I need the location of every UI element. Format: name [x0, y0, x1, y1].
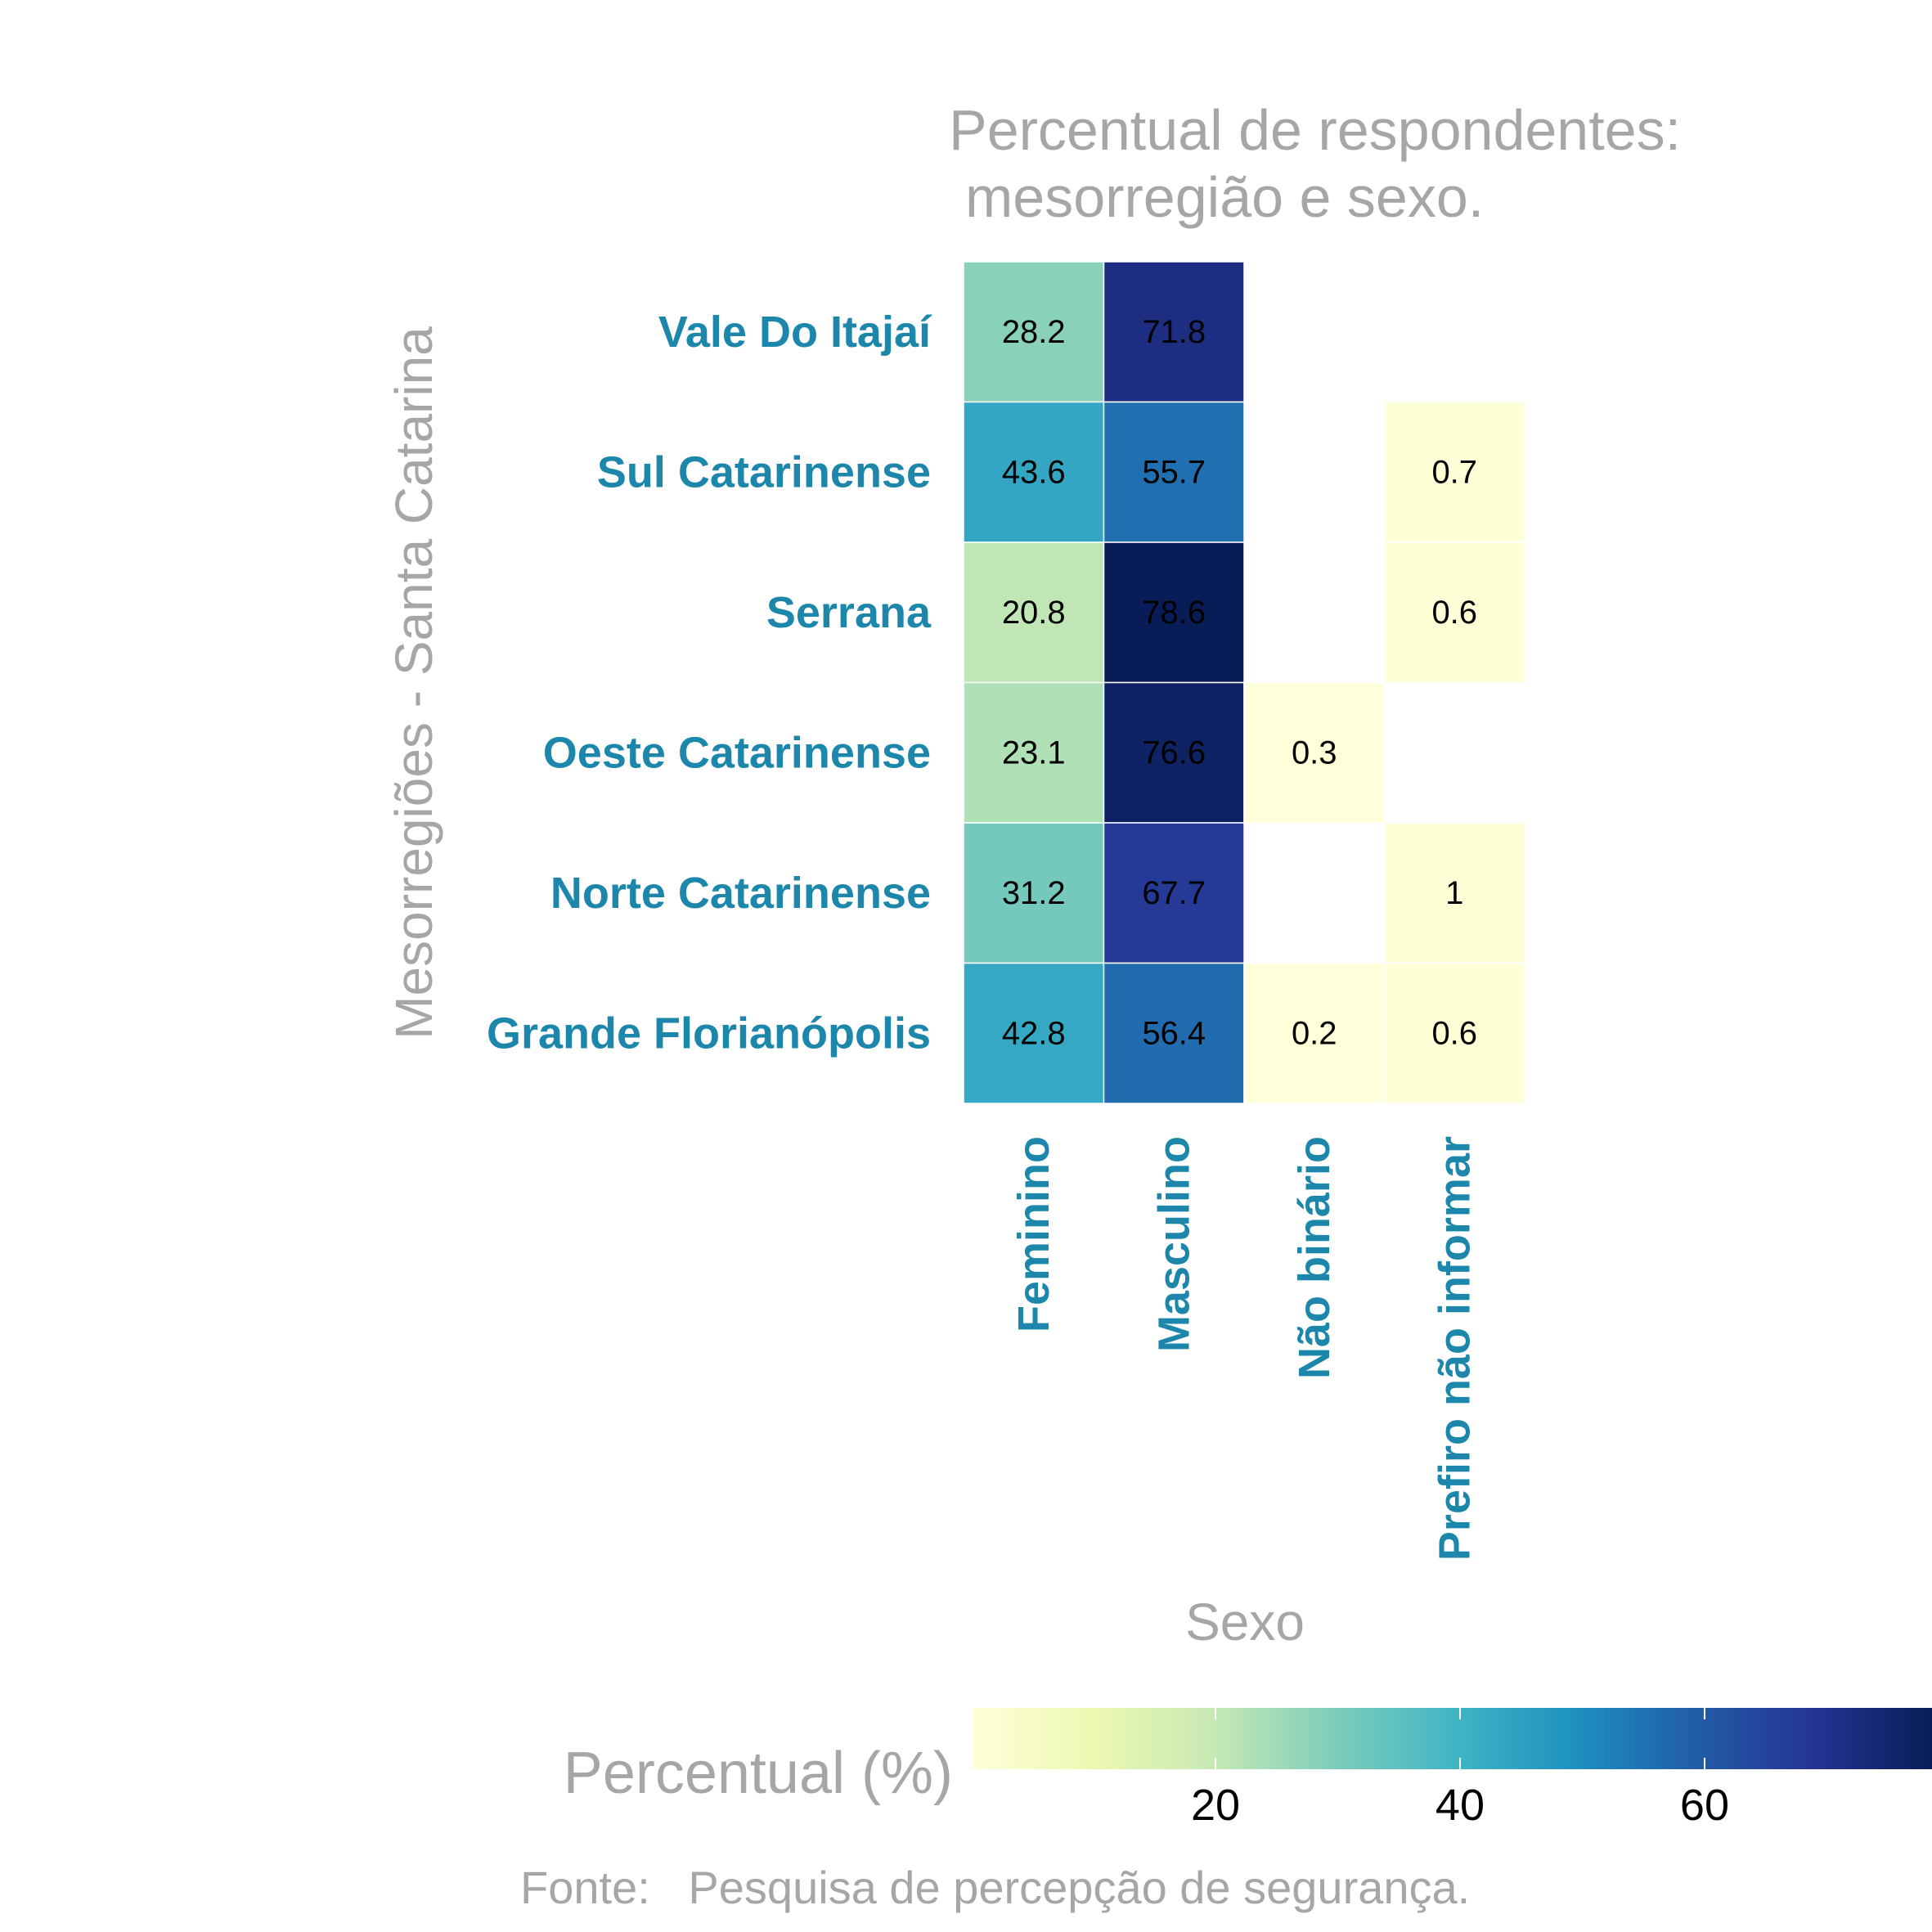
cell-label-sul-catarinense-feminino: 43.6 [1002, 454, 1066, 490]
chart-title: Percentual de respondentes: [949, 98, 1681, 162]
cell-label-oeste-catarinense-masculino: 76.6 [1142, 735, 1206, 771]
cell-grande-florianopolis-prefiro-nao-informar [1383, 962, 1525, 1104]
cell-label-sul-catarinense-prefiro-nao-informar: 0.7 [1431, 454, 1477, 490]
cell-norte-catarinense-prefiro-nao-informar [1383, 822, 1525, 964]
cell-label-grande-florianopolis-masculino: 56.4 [1142, 1015, 1206, 1051]
cell-serrana-feminino [963, 541, 1105, 684]
cell-label-norte-catarinense-prefiro-nao-informar: 1 [1445, 875, 1463, 911]
cell-label-serrana-prefiro-nao-informar: 0.6 [1431, 595, 1477, 631]
row-label-grande-florianopolis: Grande Florianópolis [487, 1009, 931, 1058]
cell-grande-florianopolis-nao-binario [1243, 962, 1386, 1104]
cell-label-grande-florianopolis-feminino: 42.8 [1002, 1015, 1066, 1051]
row-labels: Vale Do Itajaí Sul Catarinense Serrana Oest… [487, 308, 932, 1058]
cell-oeste-catarinense-nao-binario [1243, 681, 1386, 824]
heatmap-cells: 28.2 71.8 43.6 55.7 0.7 20.8 78.6 0.6 23.1 76.6 0.… [963, 261, 1525, 1104]
cell-grande-florianopolis-masculino [1103, 962, 1245, 1104]
y-axis-title: Mesorregiões - Santa Catarina [384, 326, 443, 1040]
cell-oeste-catarinense-masculino [1103, 681, 1245, 824]
cell-sul-catarinense-masculino [1103, 401, 1245, 543]
source-caption: Fonte: Pesquisa de percepção de seguranç… [520, 1862, 1470, 1913]
legend-tick-label-20: 20 [1191, 1781, 1240, 1830]
cell-label-grande-florianopolis-nao-binario: 0.2 [1292, 1015, 1337, 1051]
cell-label-oeste-catarinense-feminino: 23.1 [1002, 735, 1066, 771]
row-label-norte-catarinense: Norte Catarinense [550, 869, 931, 918]
column-label-nao-binario: Não binário [1290, 1136, 1339, 1379]
cell-sul-catarinense-feminino [963, 401, 1105, 543]
legend-tick-label-60: 60 [1680, 1781, 1729, 1830]
x-axis-title: Sexo [1185, 1593, 1305, 1651]
legend-colorbar [973, 1708, 1932, 1769]
legend-ticks: 20 40 60 [1191, 1708, 1729, 1830]
column-label-feminino: Feminino [1009, 1136, 1058, 1332]
cell-label-serrana-masculino: 78.6 [1142, 595, 1206, 631]
cell-serrana-prefiro-nao-informar [1383, 541, 1525, 684]
row-label-serrana: Serrana [766, 588, 932, 637]
row-label-sul-catarinense: Sul Catarinense [597, 447, 931, 496]
column-labels: Feminino Masculino Não binário Prefiro não … [1009, 1136, 1480, 1561]
cell-label-vale-do-itajai-feminino: 28.2 [1002, 314, 1066, 350]
cell-vale-do-itajai-masculino [1103, 261, 1245, 403]
row-label-vale-do-itajai: Vale Do Itajaí [658, 308, 932, 357]
cell-label-norte-catarinense-feminino: 31.2 [1002, 875, 1066, 911]
cell-label-serrana-feminino: 20.8 [1002, 595, 1066, 631]
legend-title: Percentual (%) [564, 1741, 953, 1806]
cell-label-norte-catarinense-masculino: 67.7 [1142, 875, 1206, 911]
cell-sul-catarinense-prefiro-nao-informar [1383, 401, 1525, 543]
cell-label-grande-florianopolis-prefiro-nao-informar: 0.6 [1431, 1015, 1477, 1051]
cell-vale-do-itajai-feminino [963, 261, 1105, 403]
row-label-oeste-catarinense: Oeste Catarinense [543, 728, 931, 777]
cell-norte-catarinense-masculino [1103, 822, 1245, 964]
cell-label-sul-catarinense-masculino: 55.7 [1142, 454, 1206, 490]
cell-label-oeste-catarinense-nao-binario: 0.3 [1292, 735, 1337, 771]
column-label-masculino: Masculino [1149, 1136, 1198, 1352]
cell-norte-catarinense-feminino [963, 822, 1105, 964]
cell-grande-florianopolis-feminino [963, 962, 1105, 1104]
cell-label-vale-do-itajai-masculino: 71.8 [1142, 314, 1206, 350]
legend-tick-label-40: 40 [1436, 1781, 1485, 1830]
column-label-prefiro-nao-informar: Prefiro não informar [1430, 1136, 1479, 1561]
chart-subtitle: mesorregião e sexo. [965, 165, 1484, 229]
